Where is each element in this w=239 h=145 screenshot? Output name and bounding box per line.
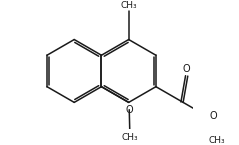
Text: O: O: [183, 64, 190, 74]
Text: O: O: [210, 111, 217, 121]
Text: O: O: [125, 105, 133, 115]
Text: CH₃: CH₃: [121, 133, 138, 142]
Text: CH₃: CH₃: [120, 1, 137, 10]
Text: CH₃: CH₃: [209, 136, 226, 145]
